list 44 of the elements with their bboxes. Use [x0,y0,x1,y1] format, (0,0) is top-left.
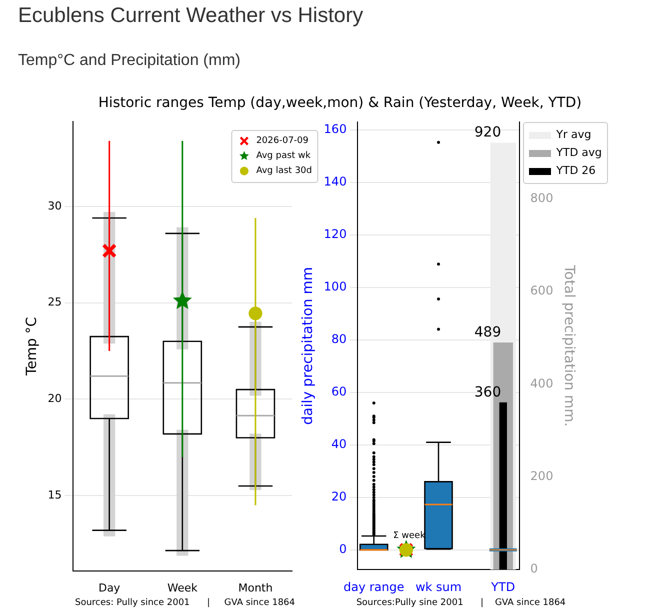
y-tick-label: 25 [48,296,62,309]
data-label: 920 [474,124,502,141]
y-tick-label: 160 [324,122,347,136]
text: Historic ranges Temp (day,week,mon) & Rain (Yesterday, Week, YTD) [97,95,583,111]
y2-axis-title: Total precipitation mm. [560,264,577,427]
data-label: 489 [474,324,502,341]
y2-tick-label: 200 [530,469,554,483]
y2-tick-label: 0 [530,562,538,576]
y-tick-label: 80 [331,332,347,346]
y2-tick-label: 600 [530,284,554,298]
y-axis-title: Temp °C [24,316,40,376]
source-note: Sources: Pully since 2001 | GVA since 1864 [74,598,296,608]
point [248,306,262,320]
data-label: 360 [474,384,502,400]
y-tick-label: 30 [48,199,62,212]
y-tick-label: 120 [324,227,347,242]
x-tick-label: day range [343,580,404,594]
x-tick-label: Week [167,581,198,594]
legend-label: YTD 26 [556,163,596,180]
x-tick-label: YTD [490,580,516,594]
legend-label: YTD avg [556,145,602,162]
legend-label: Avg last 30d [256,164,312,178]
y-tick-label: 100 [324,280,347,294]
legend-label: Avg past wk [256,150,311,163]
y-tick-label: 40 [331,437,347,452]
y-tick-label: 20 [48,392,62,406]
legend-label: 2026-07-09 [256,134,309,148]
y-tick-label: 60 [331,384,347,399]
chart-subtitle: Temp°C and Precipitation (mm) [18,52,240,70]
point [172,290,192,309]
point [102,244,116,258]
y-tick-label: 15 [48,488,62,502]
x-tick-label: Month [238,581,273,594]
source-note: Sources:Pully sine 2001 | GVA since 1864 [355,598,567,608]
y2-tick-label: 400 [530,376,554,390]
y-tick-label: 140 [324,174,347,189]
x-tick-label: Day [98,581,121,594]
x-tick-label: wk sum [415,580,462,594]
chart-title: Ecublens Current Weather vs History [18,4,364,28]
y-axis-title: daily precipitation mm [300,266,316,425]
legend-label: Yr avg [556,127,592,144]
y2-tick-label: 800 [530,190,554,205]
y-tick-label: 20 [331,490,347,504]
y-tick-label: 0 [339,542,347,556]
